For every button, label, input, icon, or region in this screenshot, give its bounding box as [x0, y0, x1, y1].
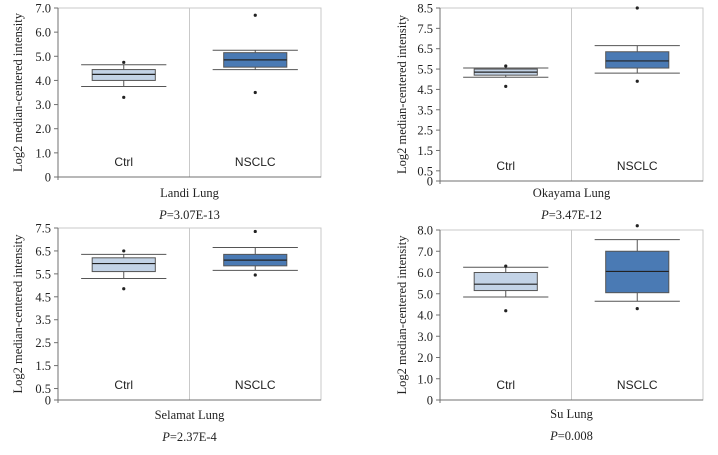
outlier-point	[635, 79, 639, 83]
outlier-point	[635, 6, 639, 10]
p-value-symbol: P	[549, 429, 558, 443]
chart-title: Selamat Lung	[155, 408, 226, 422]
outlier-point	[504, 84, 508, 88]
y-tick-label: 5.0	[417, 287, 433, 301]
box-nsclc: NSCLC	[212, 229, 298, 392]
category-label-ctrl: Ctrl	[114, 378, 133, 392]
y-tick-label: 0	[45, 171, 51, 185]
y-axis-title: Log2 median-centered intensity	[11, 234, 25, 394]
category-label-ctrl: Ctrl	[496, 159, 515, 173]
outlier-point	[635, 224, 639, 228]
outlier-point	[122, 249, 126, 253]
y-axis-title: Log2 median-centered intensity	[395, 14, 409, 174]
y-tick-label: 3.0	[417, 330, 433, 344]
p-value: P=2.37E-4	[161, 430, 217, 444]
p-value-number: =2.37E-4	[170, 430, 218, 444]
category-label-nsclc: NSCLC	[235, 378, 276, 392]
box-ctrl: Ctrl	[463, 64, 549, 173]
y-tick-label: 6.5	[417, 42, 433, 56]
y-tick-label: 4.0	[417, 309, 433, 323]
y-tick-label: 4.0	[35, 74, 51, 88]
outlier-point	[504, 264, 508, 268]
box-iqr	[605, 51, 670, 69]
chart-title: Okayama Lung	[533, 186, 611, 200]
y-tick-label: 7.0	[35, 2, 51, 16]
p-value-symbol: P	[540, 208, 549, 222]
y-tick-label: 5.5	[35, 267, 51, 281]
category-label-nsclc: NSCLC	[617, 159, 658, 173]
y-tick-label: 0	[427, 175, 433, 189]
y-tick-label: 5.0	[35, 50, 51, 64]
category-label-nsclc: NSCLC	[617, 378, 658, 392]
y-tick-label: 8.0	[417, 224, 433, 238]
chart-panel-2: 00.5 1.5 2.5 3.5 4.5 5.5 6.5 7.5 8.5 Log2 median-…	[395, 2, 704, 222]
p-value: P=3.07E-13	[158, 208, 220, 222]
chart-panel-3: 00.5 1.5 2.5 3.5 4.5 5.5 6.5 7.5 Log2 median-cen…	[11, 222, 322, 444]
y-tick-label: 0	[427, 394, 433, 408]
box-nsclc: NSCLC	[594, 6, 680, 173]
y-tick-label: 2.5	[417, 124, 433, 138]
outlier-point	[504, 309, 508, 313]
y-tick-label: 6.0	[35, 26, 51, 40]
box-iqr	[91, 257, 156, 273]
y-tick-label: 2.0	[35, 122, 51, 136]
y-axis-title: Log2 median-centered intensity	[395, 235, 409, 395]
y-tick-label: 0	[45, 394, 51, 408]
p-value: P=3.47E-12	[540, 208, 602, 222]
y-tick-label: 7.5	[35, 222, 51, 236]
y-tick-label: 0.5	[417, 164, 433, 178]
outlier-point	[635, 307, 639, 311]
chart-panel-4: 0 1.0 2.0 3.0 4.0 5.0 6.0 7.0 8.0 Log2 median-cen…	[395, 224, 704, 443]
y-tick-label: 1.0	[417, 372, 433, 386]
outlier-point	[253, 90, 257, 95]
outlier-point	[122, 95, 126, 99]
y-tick-label: 0.5	[35, 382, 51, 396]
outlier-point	[253, 13, 257, 17]
y-tick-label: 1.0	[35, 146, 51, 160]
chart-title: Su Lung	[550, 407, 593, 421]
box-ctrl: Ctrl	[81, 249, 167, 392]
outlier-point	[504, 64, 508, 68]
box-iqr	[91, 69, 156, 81]
y-tick-label: 4.5	[35, 290, 51, 304]
y-tick-label: 8.5	[417, 2, 433, 16]
y-axis-title: Log2 median-centered intensity	[11, 12, 25, 172]
y-tick-label: 3.5	[417, 103, 433, 117]
chart-panel-1: 0 1.0 2.0 3.0 4.0 5.0 6.0 7.0 Log2 median-center…	[11, 2, 322, 222]
box-ctrl: Ctrl	[463, 264, 549, 392]
y-tick-label: 3.0	[35, 98, 51, 112]
box-ctrl: Ctrl	[81, 60, 167, 169]
category-label-nsclc: NSCLC	[235, 155, 276, 169]
p-value-number: =3.47E-12	[549, 208, 602, 222]
outlier-point	[253, 229, 257, 234]
outlier-point	[253, 273, 257, 277]
y-tick-label: 6.5	[35, 244, 51, 258]
chart-title: Landi Lung	[160, 186, 219, 200]
y-tick-label: 2.0	[417, 351, 433, 365]
y-tick-label: 1.5	[35, 359, 51, 373]
y-tick-label: 1.5	[417, 144, 433, 158]
p-value-number: =3.07E-13	[167, 208, 220, 222]
p-value-symbol: P	[161, 430, 170, 444]
y-tick-label: 3.5	[35, 313, 51, 327]
y-tick-label: 7.0	[417, 245, 433, 259]
box-iqr	[473, 272, 538, 292]
y-tick-label: 6.0	[417, 266, 433, 280]
category-label-ctrl: Ctrl	[114, 155, 133, 169]
outlier-point	[122, 60, 126, 64]
box-nsclc: NSCLC	[212, 13, 298, 169]
y-tick-label: 5.5	[417, 63, 433, 77]
box-nsclc: NSCLC	[594, 224, 680, 392]
p-value-number: =0.008	[558, 429, 593, 443]
y-tick-label: 7.5	[417, 22, 433, 36]
y-tick-label: 4.5	[417, 83, 433, 97]
category-label-ctrl: Ctrl	[496, 378, 515, 392]
p-value: P=0.008	[549, 429, 593, 443]
outlier-point	[122, 287, 126, 291]
p-value-symbol: P	[158, 208, 167, 222]
y-tick-label: 2.5	[35, 336, 51, 350]
